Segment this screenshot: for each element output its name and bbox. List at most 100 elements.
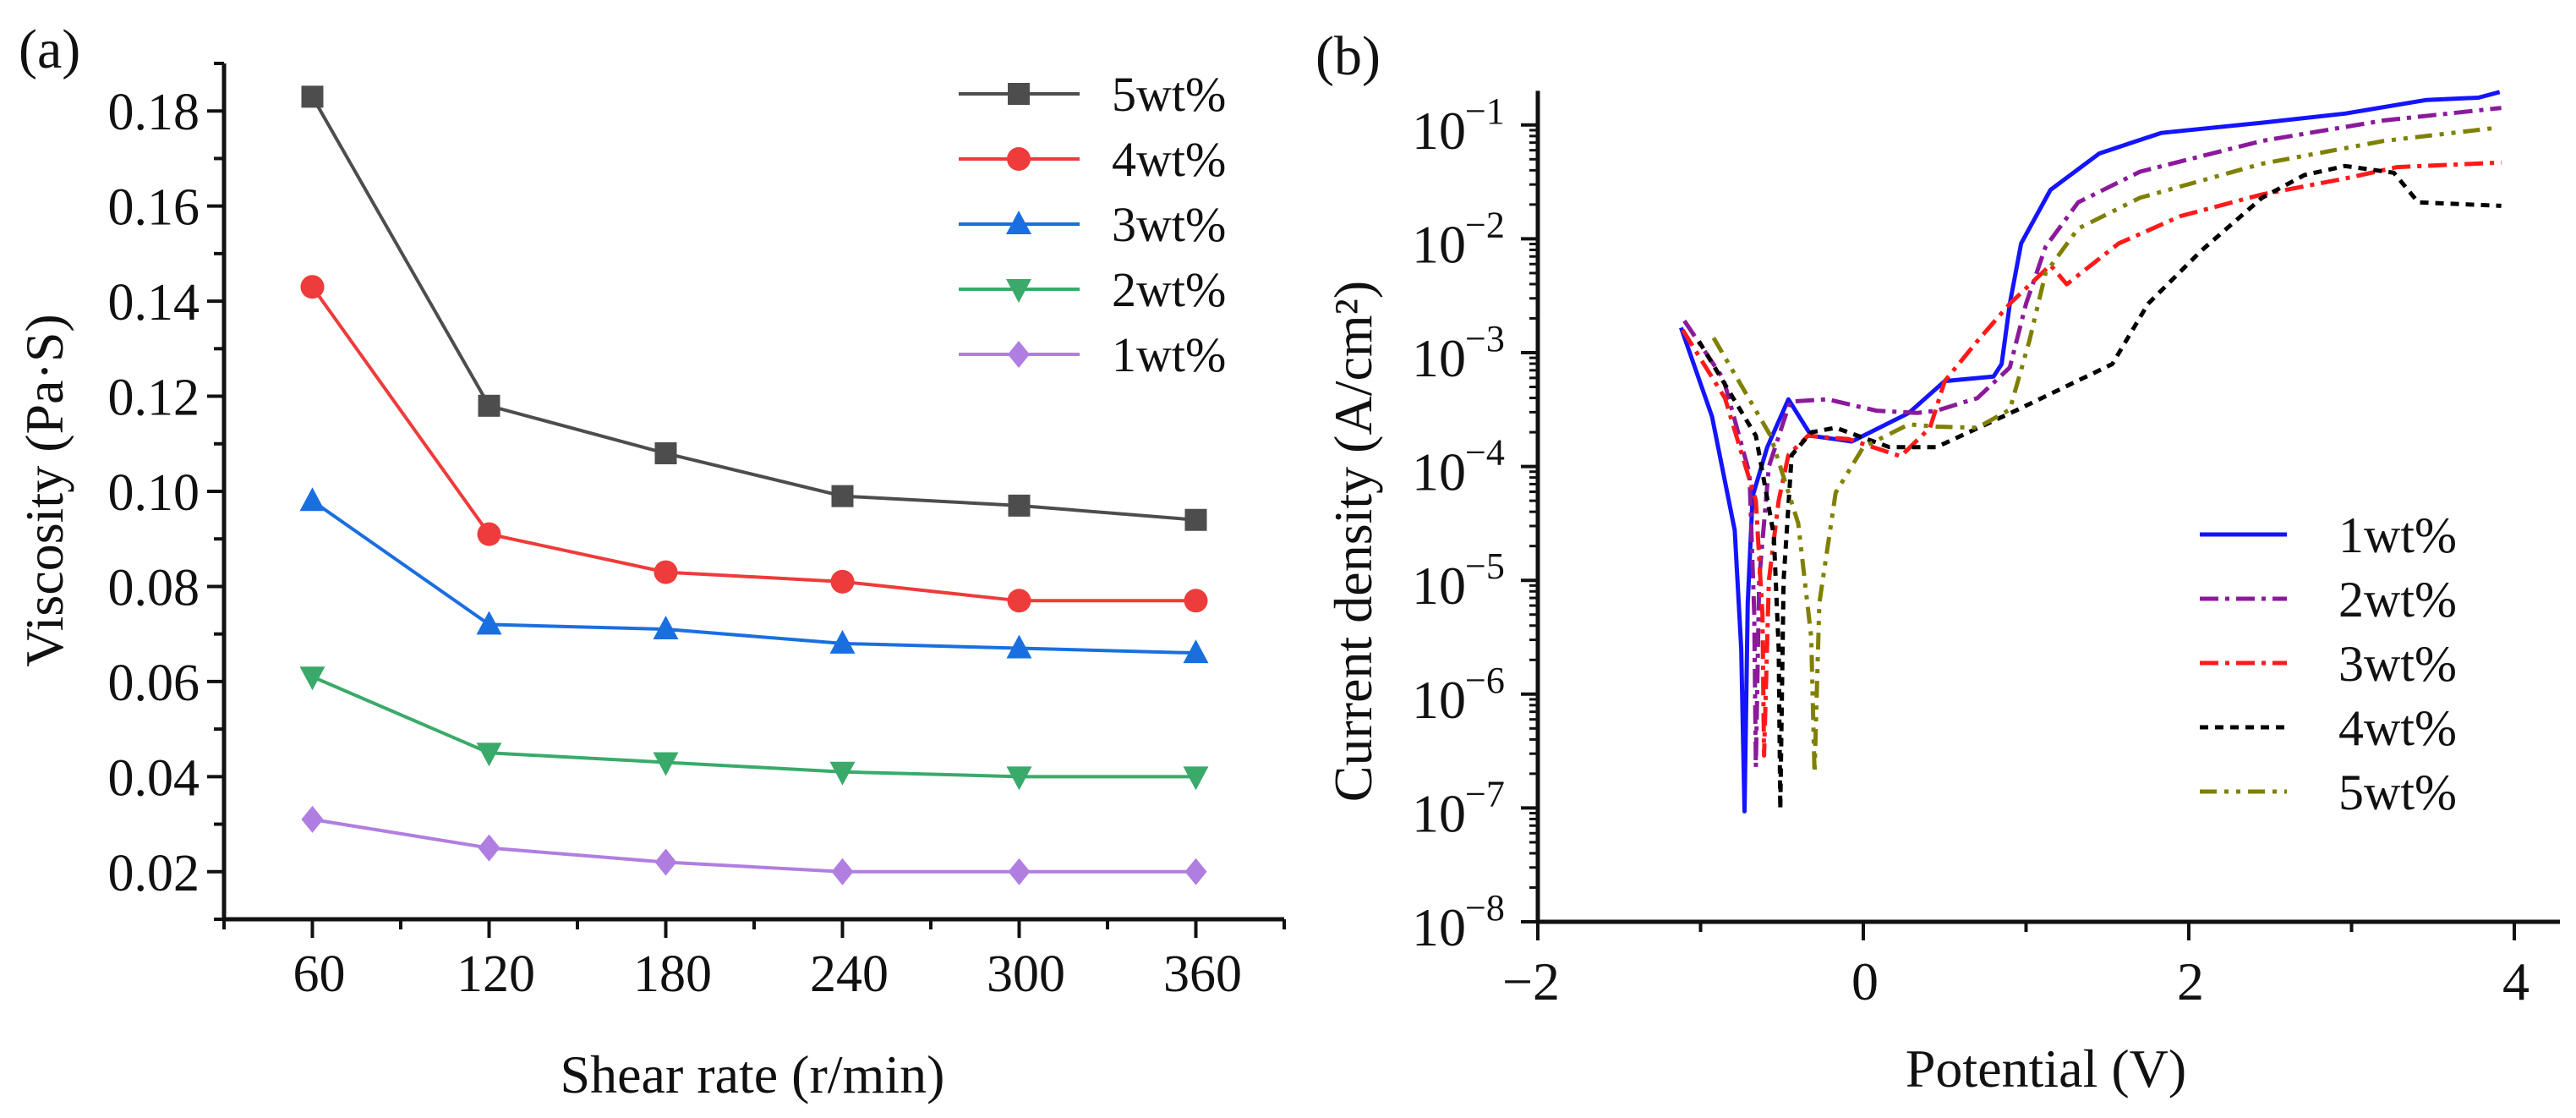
legend-item: 2wt% — [2200, 572, 2457, 628]
series-line — [310, 96, 1196, 522]
series-line — [312, 817, 1196, 874]
legend-label: 5wt% — [1112, 67, 1226, 122]
y-tick-label-a: 0.02 — [108, 845, 200, 902]
legend-item: 5wt% — [2200, 765, 2457, 820]
x-tick-label-a: 360 — [1163, 945, 1242, 1003]
legend-a: 5wt% 4wt% 3wt% 2wt% 1wt% — [959, 67, 1226, 382]
data-point — [829, 629, 856, 654]
y-axis-title-a: Viscosity (Pa·S) — [14, 314, 74, 666]
x-tick-label-b: 2 — [2177, 951, 2204, 1011]
y-tick-exponent-b: −4 — [1465, 432, 1505, 474]
y-axis-title-b: Current density (A/cm²) — [1323, 281, 1383, 802]
legend-label: 1wt% — [1112, 327, 1226, 382]
data-point — [301, 85, 324, 108]
y-tick-label-a: 0.18 — [108, 84, 200, 141]
legend-marker — [1008, 83, 1030, 105]
data-point — [1184, 858, 1207, 885]
x-tick-label-a: 180 — [633, 945, 712, 1003]
y-tick-label-a: 0.16 — [108, 179, 200, 237]
series-4wtpct — [300, 275, 1208, 613]
data-point — [1006, 634, 1032, 659]
legend-item: 3wt% — [2200, 636, 2457, 692]
y-tick-exponent-b: −5 — [1465, 545, 1505, 587]
data-point — [477, 522, 501, 546]
y-tick-exponent-b: −8 — [1465, 887, 1505, 929]
series-2wtpct — [1682, 106, 2502, 770]
x-tick-label-b: 4 — [2502, 951, 2530, 1011]
x-tick-label-b: 0 — [1851, 951, 1879, 1011]
x-tick-label-b: −2 — [1502, 951, 1560, 1011]
legend-b: 1wt% 2wt% 3wt% 4wt% 5wt% — [2200, 507, 2457, 820]
legend-item: 4wt% — [2200, 700, 2457, 756]
x-axis-title-b: Potential (V) — [1906, 1039, 2186, 1099]
y-tick-exponent-b: −3 — [1465, 318, 1505, 359]
x-tick-label-a: 240 — [810, 945, 889, 1003]
data-point — [829, 761, 856, 786]
data-point — [653, 616, 679, 640]
legend-item: 4wt% — [959, 132, 1226, 187]
data-point — [830, 569, 855, 594]
axes-b: 10−810−710−610−510−410−310−210 −1−2 0 2 4 — [1412, 90, 2560, 1011]
series-3wtpct — [1681, 160, 2502, 758]
data-point — [478, 394, 500, 417]
series-2wtpct — [299, 666, 1209, 791]
legend-marker — [1006, 211, 1031, 234]
data-point — [1183, 766, 1209, 791]
y-tick-label-a: 0.14 — [108, 274, 200, 332]
data-point — [476, 743, 502, 767]
y-tick-exponent-b: −6 — [1465, 660, 1505, 701]
data-point — [654, 848, 677, 876]
data-point — [1008, 494, 1031, 517]
y-tick-label-b: 10 — [1412, 101, 1466, 161]
data-point — [1184, 589, 1208, 613]
series-line — [311, 499, 1196, 655]
data-point — [299, 666, 325, 691]
series-3wtpct — [299, 487, 1209, 664]
y-tick-label-b: 10 — [1412, 442, 1466, 502]
legend-item: 5wt% — [959, 67, 1226, 122]
legend-label: 4wt% — [2338, 700, 2457, 756]
axes-a: 0.02 0.04 0.06 0.08 0.10 0.12 0.14 0.16 0.18 60 12… — [108, 62, 1286, 1003]
data-point — [1006, 766, 1032, 791]
legend-label: 4wt% — [1112, 132, 1226, 187]
series-5wtpct — [1711, 126, 2492, 775]
data-point — [478, 834, 500, 862]
y-tick-exponent-b: −7 — [1465, 773, 1505, 814]
y-tick-label-b: 10 — [1412, 897, 1466, 957]
y-tick-label-b: 10 — [1412, 214, 1466, 274]
x-tick-label-a: 120 — [457, 945, 535, 1003]
y-tick-label-b: 10 — [1412, 556, 1466, 616]
data-point — [299, 487, 325, 512]
data-point — [1008, 858, 1031, 885]
panel-label-b: (b) — [1315, 25, 1381, 87]
data-point — [654, 560, 678, 584]
y-tick-label-a: 0.04 — [108, 749, 200, 807]
panel-label-a: (a) — [19, 19, 80, 80]
series-1wtpct — [301, 805, 1207, 885]
x-tick-label-a: 60 — [293, 945, 346, 1003]
legend-item: 1wt% — [2200, 507, 2457, 563]
data-point — [1184, 508, 1207, 531]
data-point — [654, 442, 677, 465]
x-tick-label-a: 300 — [987, 945, 1065, 1003]
y-tick-label-a: 0.10 — [108, 464, 200, 522]
x-axis-title-a: Shear rate (r/min) — [561, 1044, 945, 1104]
plot-area-a — [299, 85, 1209, 885]
legend-marker — [1007, 147, 1031, 171]
data-point — [653, 752, 679, 776]
y-tick-label-a: 0.06 — [108, 655, 200, 712]
legend-label: 3wt% — [2338, 636, 2457, 692]
y-tick-exponent-b: −2 — [1465, 204, 1505, 245]
series-5wtpct — [301, 85, 1207, 531]
legend-marker — [1008, 341, 1030, 368]
data-point — [300, 275, 325, 299]
data-point — [301, 805, 324, 833]
legend-label: 5wt% — [2338, 765, 2457, 820]
y-tick-label-b: 10 — [1412, 783, 1466, 843]
legend-label: 2wt% — [1112, 262, 1226, 317]
viscosity-chart: (a) 0.02 0.04 0.06 0.08 0.10 0.12 0.14 0.16 0.18… — [14, 19, 1286, 1104]
legend-marker — [1006, 279, 1031, 303]
polarization-chart: (b) 10−810−710−610−510−410−310−210 −1−2 0 2… — [1315, 25, 2560, 1099]
legend-item: 2wt% — [959, 262, 1226, 317]
